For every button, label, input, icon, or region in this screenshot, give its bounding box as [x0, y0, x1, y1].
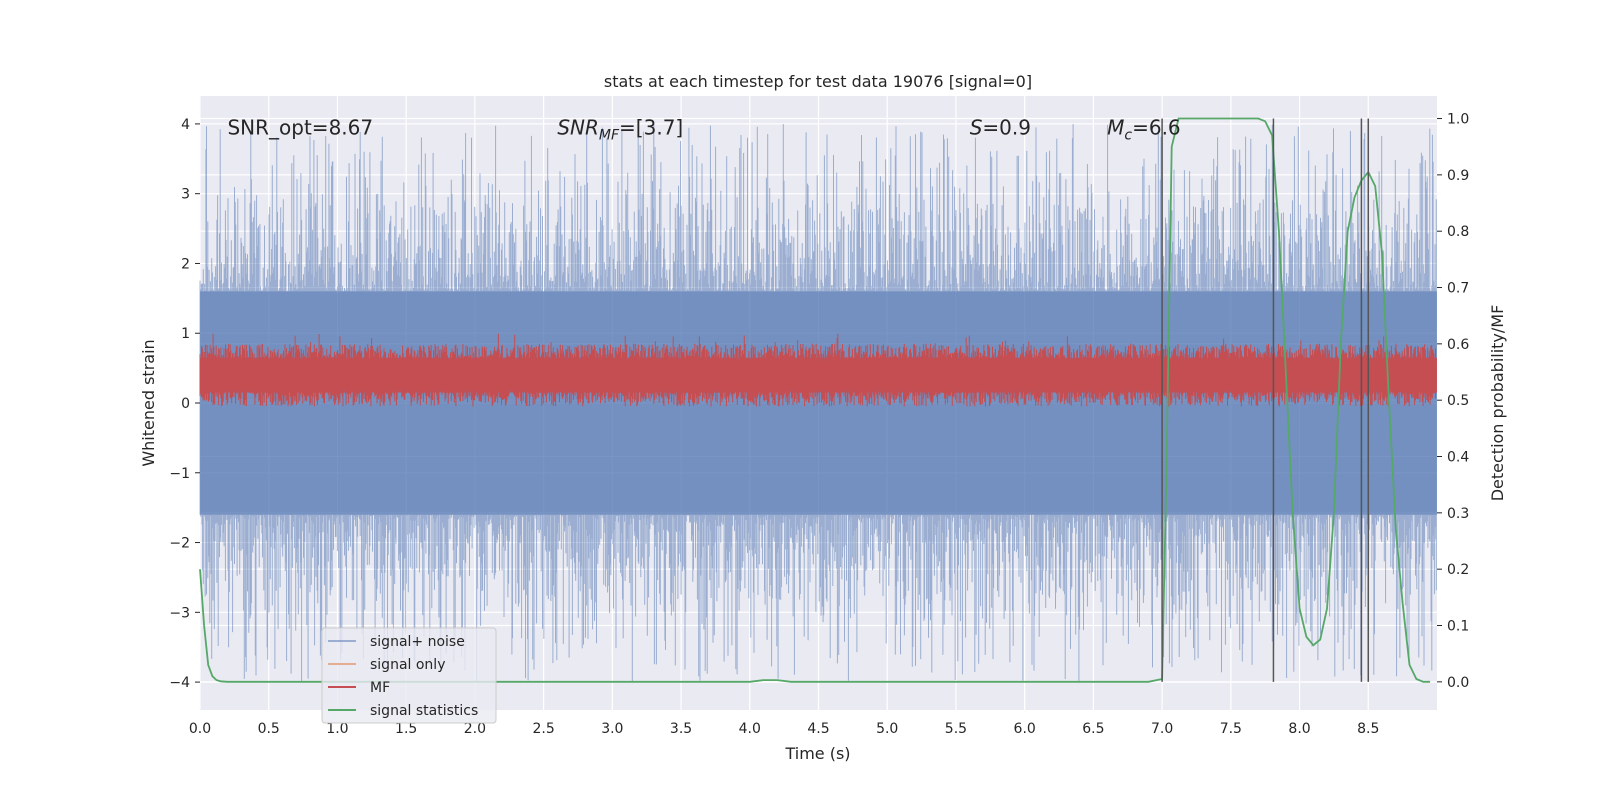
y-right-tick-label: 0.3 — [1447, 506, 1469, 522]
x-tick-label: 6.0 — [1014, 721, 1036, 737]
y-right-tick-label: 0.4 — [1447, 450, 1469, 466]
x-tick-label: 7.0 — [1151, 721, 1173, 737]
y-right-tick-label: 0.1 — [1447, 619, 1469, 635]
annotation-text: SNR_opt=8.67 — [227, 115, 373, 139]
y-right-tick-label: 0.7 — [1447, 281, 1469, 297]
y-tick-label: 0 — [181, 396, 190, 412]
x-tick-label: 3.5 — [670, 721, 692, 737]
x-tick-label: 3.0 — [601, 721, 623, 737]
y-tick-labels: −4 −3 −2 −1 0 1 2 3 4 — [169, 117, 200, 691]
legend: signal+ noise signal only MF signal statist… — [321, 627, 497, 724]
x-tick-label: 2.0 — [464, 721, 486, 737]
y-axis-label: Whitened strain — [139, 339, 158, 466]
y-right-tick-label: 0.2 — [1447, 562, 1469, 578]
y-right-tick-label: 0.6 — [1447, 337, 1469, 353]
y-tick-label: 1 — [181, 326, 190, 342]
legend-label: MF — [370, 680, 390, 696]
x-tick-label: 8.5 — [1357, 721, 1379, 737]
x-tick-label: 0.0 — [189, 721, 211, 737]
y-right-tick-label: 0.0 — [1447, 675, 1469, 691]
legend-label: signal+ noise — [370, 634, 465, 650]
x-tick-label: 0.5 — [258, 721, 280, 737]
y-tick-label: −1 — [169, 466, 190, 482]
annotations: SNR_opt=8.67 SNRMF=[3.7] S=0.9 Mc=6.6 — [227, 115, 1180, 143]
y-right-tick-label: 0.9 — [1447, 168, 1469, 184]
x-tick-label: 6.5 — [1082, 721, 1104, 737]
annotation-text: Mc=6.6 — [1107, 115, 1181, 143]
y-right-axis-label: Detection probability/MF — [1488, 305, 1507, 502]
x-tick-label: 7.5 — [1220, 721, 1242, 737]
x-tick-label: 5.5 — [945, 721, 967, 737]
x-tick-label: 5.0 — [876, 721, 898, 737]
y-tick-label: −2 — [169, 536, 190, 552]
chart-title: stats at each timestep for test data 190… — [604, 72, 1032, 91]
signal-noise-series — [199, 124, 1437, 682]
annotation-text: SNRMF=[3.7] — [557, 115, 683, 143]
y-tick-label: 4 — [181, 117, 190, 133]
x-tick-labels: 0.0 0.5 1.0 1.5 2.0 2.5 3.0 3.5 4.0 4.5 5.0 5.5 6.0 6… — [189, 721, 1380, 737]
mf-series — [199, 333, 1437, 407]
annotation-text: S=0.9 — [970, 115, 1031, 139]
x-tick-label: 1.5 — [395, 721, 417, 737]
vertical-lines — [1161, 118, 1370, 682]
x-tick-label: 1.0 — [326, 721, 348, 737]
y-tick-label: −4 — [169, 675, 190, 691]
y-right-tick-labels: 0.0 0.1 0.2 0.3 0.4 0.5 0.6 0.7 0.8 0.9 1.0 — [1437, 112, 1469, 691]
x-tick-label: 2.5 — [532, 721, 554, 737]
y-tick-label: 3 — [181, 187, 190, 203]
y-tick-label: −3 — [169, 605, 190, 621]
x-tick-label: 4.5 — [807, 721, 829, 737]
legend-box — [321, 627, 497, 724]
x-tick-label: 4.0 — [739, 721, 761, 737]
y-right-tick-label: 1.0 — [1447, 112, 1469, 128]
x-tick-label: 8.0 — [1288, 721, 1310, 737]
y-right-tick-label: 0.5 — [1447, 393, 1469, 409]
x-axis-label: Time (s) — [784, 744, 850, 763]
y-tick-label: 2 — [181, 256, 190, 272]
legend-label: signal statistics — [370, 703, 478, 719]
legend-label: signal only — [370, 657, 445, 673]
y-right-tick-label: 0.8 — [1447, 224, 1469, 240]
